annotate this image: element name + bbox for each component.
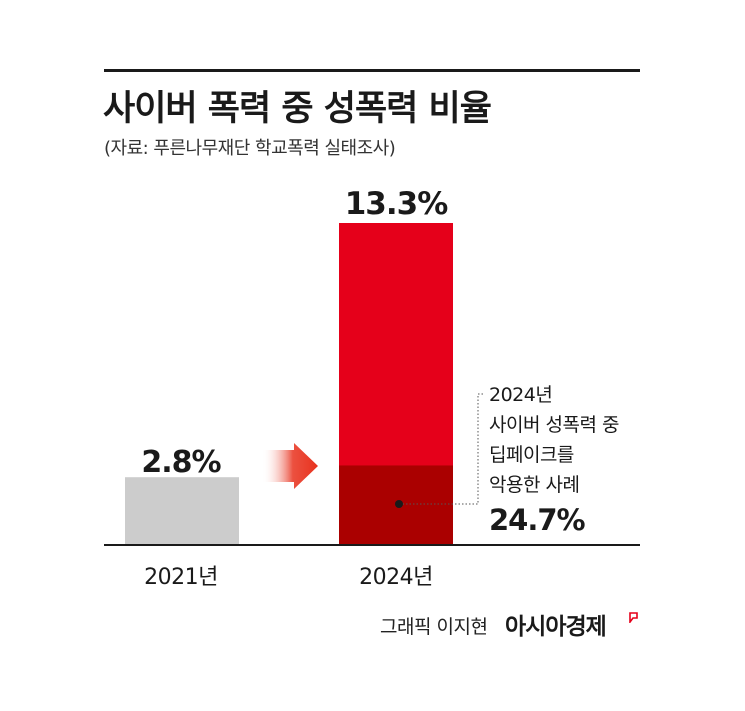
annotation-line-1: 2024년 (489, 384, 552, 406)
category-label-2024: 2024년 (359, 565, 433, 590)
bar-2021 (125, 477, 239, 545)
brand-logo: 아시아경제 (505, 614, 607, 640)
brand-mark-icon (629, 612, 638, 623)
chart-title: 사이버 폭력 중 성폭력 비율 (103, 89, 492, 129)
source-note: (자료: 푸른나무재단 학교폭력 실태조사) (104, 138, 396, 159)
value-label-2024: 13.3% (345, 186, 448, 222)
annotation-line-4: 악용한 사례 (489, 474, 579, 496)
annotation-dot (395, 500, 403, 508)
annotation-line-3: 딥페이크를 (489, 444, 574, 466)
value-label-2021: 2.8% (141, 445, 221, 480)
graphic-credit: 그래픽 이지현 (380, 616, 488, 638)
annotation-line-2: 사이버 성폭력 중 (489, 414, 619, 436)
annotation-leader-line (399, 393, 484, 505)
top-rule (104, 69, 640, 72)
arrow-icon (262, 443, 318, 489)
sub-segment-value-label: 24.7% (489, 503, 586, 537)
category-label-2021: 2021년 (144, 565, 218, 590)
